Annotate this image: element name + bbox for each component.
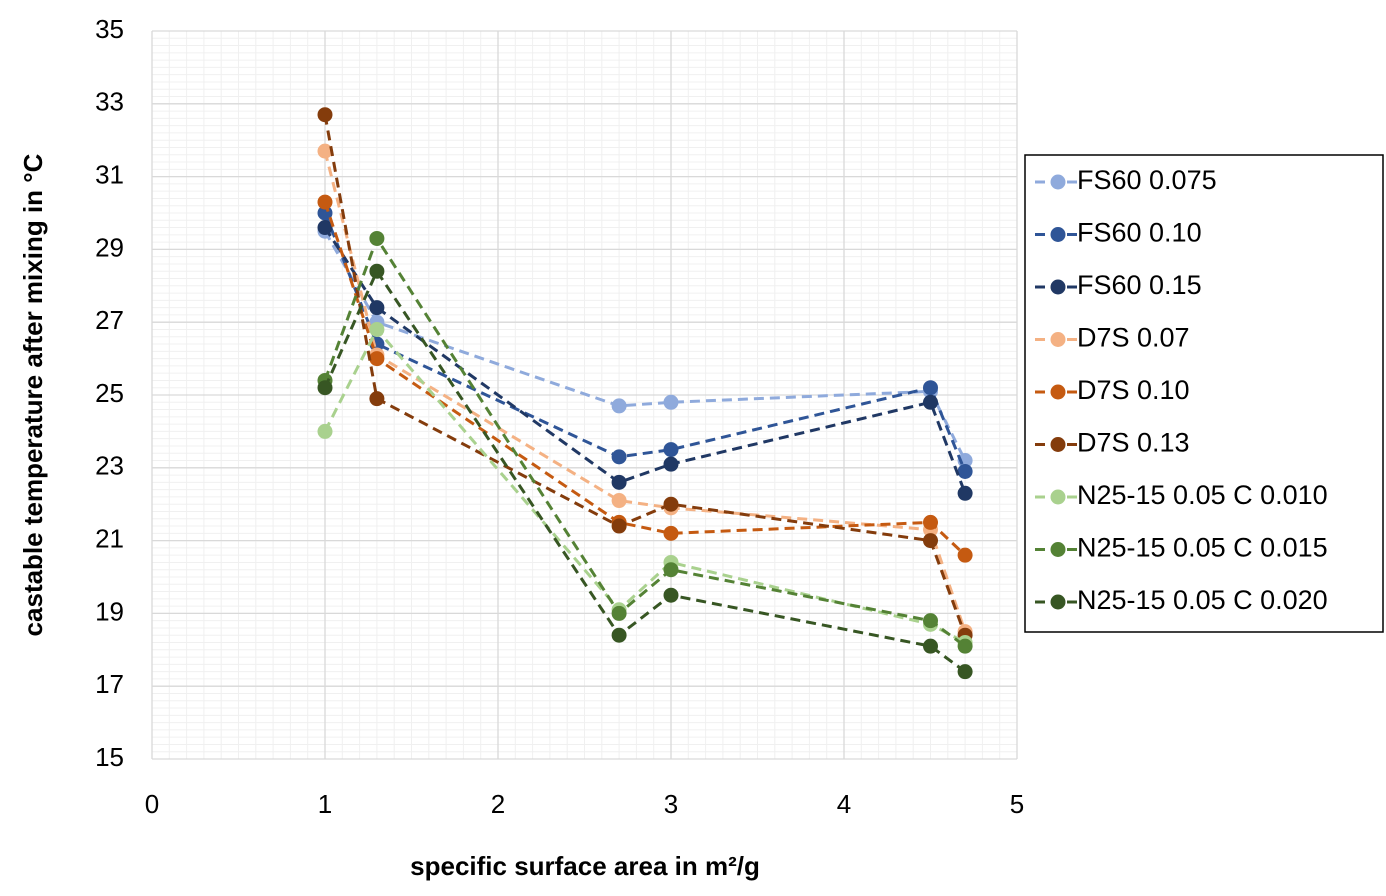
data-point bbox=[957, 638, 973, 654]
legend-marker bbox=[1050, 279, 1066, 295]
x-tick-label: 2 bbox=[491, 789, 505, 819]
data-point bbox=[957, 547, 973, 563]
data-point bbox=[663, 562, 679, 578]
data-point bbox=[369, 321, 385, 337]
data-point bbox=[663, 525, 679, 541]
legend-label: N25-15 0.05 C 0.010 bbox=[1077, 480, 1328, 510]
series-line bbox=[323, 230, 967, 462]
legend-label: D7S 0.13 bbox=[1077, 428, 1190, 458]
legend-label: FS60 0.15 bbox=[1077, 270, 1202, 300]
data-point bbox=[317, 107, 333, 123]
data-point bbox=[663, 442, 679, 458]
x-tick-label: 4 bbox=[837, 789, 851, 819]
x-tick-label: 0 bbox=[145, 789, 159, 819]
data-point bbox=[663, 587, 679, 603]
y-tick-label: 23 bbox=[95, 451, 124, 481]
data-point bbox=[317, 194, 333, 210]
legend-marker bbox=[1050, 332, 1066, 347]
y-axis-title: castable temperature after mixing in °C bbox=[18, 153, 48, 636]
y-tick-label: 15 bbox=[95, 742, 124, 772]
series-line bbox=[323, 201, 967, 557]
data-point bbox=[611, 474, 627, 490]
data-point bbox=[369, 300, 385, 316]
legend-label: D7S 0.07 bbox=[1077, 323, 1190, 353]
legend-marker bbox=[1050, 174, 1066, 190]
data-point bbox=[923, 514, 938, 530]
data-point bbox=[957, 463, 973, 479]
data-point bbox=[611, 449, 627, 465]
legend-label: FS60 0.075 bbox=[1077, 165, 1217, 195]
data-point bbox=[611, 605, 627, 621]
data-point bbox=[369, 263, 385, 279]
data-point bbox=[611, 493, 627, 509]
legend-marker bbox=[1050, 542, 1066, 557]
series-line bbox=[323, 268, 966, 673]
data-point bbox=[923, 533, 938, 549]
series-line bbox=[323, 150, 967, 633]
y-tick-label: 19 bbox=[95, 596, 124, 626]
data-point bbox=[923, 380, 938, 396]
data-point bbox=[317, 423, 333, 439]
x-tick-label: 3 bbox=[664, 789, 678, 819]
legend-label: N25-15 0.05 C 0.020 bbox=[1077, 585, 1328, 615]
data-point bbox=[663, 456, 679, 472]
data-point bbox=[923, 394, 938, 410]
legend-label: D7S 0.10 bbox=[1077, 375, 1190, 405]
data-point bbox=[369, 351, 385, 367]
legend-box bbox=[1024, 154, 1384, 633]
legend-marker bbox=[1050, 489, 1066, 505]
data-point bbox=[611, 518, 627, 534]
data-point bbox=[663, 496, 679, 512]
series-line bbox=[323, 326, 966, 644]
data-point bbox=[317, 380, 333, 396]
series-line bbox=[323, 226, 967, 494]
data-point bbox=[369, 391, 385, 407]
data-point bbox=[923, 613, 938, 629]
y-tick-label: 25 bbox=[95, 378, 124, 408]
legend-marker bbox=[1050, 437, 1066, 452]
y-tick-label: 29 bbox=[95, 232, 124, 262]
series-line bbox=[323, 114, 967, 636]
y-tick-label: 17 bbox=[95, 669, 124, 699]
x-tick-label: 5 bbox=[1010, 789, 1024, 819]
y-tick-label: 27 bbox=[95, 305, 124, 335]
data-point bbox=[957, 485, 973, 501]
x-axis-title: specific surface area in m²/g bbox=[410, 851, 760, 881]
legend-label: N25-15 0.05 C 0.015 bbox=[1077, 533, 1328, 563]
y-tick-label: 33 bbox=[95, 87, 124, 117]
data-point bbox=[611, 627, 627, 643]
data-point bbox=[957, 664, 973, 680]
y-tick-label: 35 bbox=[95, 14, 124, 44]
legend-marker bbox=[1050, 384, 1066, 400]
data-point bbox=[369, 230, 385, 246]
x-tick-label: 1 bbox=[318, 789, 332, 819]
data-point bbox=[317, 220, 333, 236]
data-point bbox=[611, 398, 627, 414]
data-point bbox=[923, 638, 938, 654]
y-tick-label: 31 bbox=[95, 159, 124, 189]
y-tick-label: 21 bbox=[95, 523, 124, 553]
data-point bbox=[317, 143, 333, 159]
data-point bbox=[663, 394, 679, 410]
series-line bbox=[323, 212, 967, 473]
legend-marker bbox=[1050, 594, 1066, 610]
legend-label: FS60 0.10 bbox=[1077, 218, 1202, 248]
legend-marker bbox=[1050, 227, 1066, 242]
